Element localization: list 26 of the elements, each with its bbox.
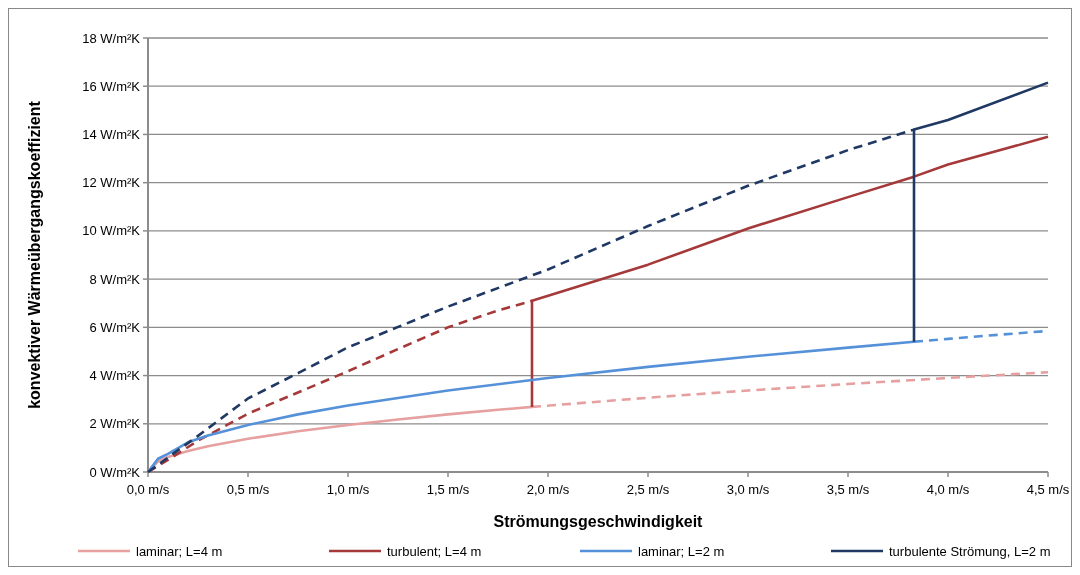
y-tick-label: 14 W/m²K — [82, 126, 141, 142]
x-tick-label: 4,0 m/s — [926, 482, 970, 497]
y-tick-label: 6 W/m²K — [89, 319, 141, 335]
y-axis-title: konvektiver Wärmeübergangskoeffizient — [26, 100, 43, 409]
x-tick-label: 2,0 m/s — [526, 482, 570, 497]
y-tick-label: 10 W/m²K — [82, 223, 141, 239]
x-tick-label: 1,0 m/s — [326, 482, 370, 497]
legend-label: laminar; L=2 m — [638, 543, 725, 559]
y-tick-label: 8 W/m²K — [89, 271, 141, 287]
x-tick-label: 4,5 m/s — [1026, 482, 1070, 497]
legend-label: turbulente Strömung, L=2 m — [889, 543, 1051, 559]
y-tick-label: 4 W/m²K — [89, 368, 141, 384]
x-tick-label: 2,5 m/s — [626, 482, 670, 497]
x-tick-label: 3,5 m/s — [826, 482, 870, 497]
y-tick-label: 16 W/m²K — [82, 78, 141, 94]
legend-label: turbulent; L=4 m — [387, 543, 482, 559]
x-tick-label: 0,0 m/s — [126, 482, 170, 497]
x-tick-label: 3,0 m/s — [726, 482, 770, 497]
y-tick-label: 0 W/m²K — [89, 464, 141, 480]
y-tick-label: 18 W/m²K — [82, 30, 141, 46]
x-axis-title: Strömungsgeschwindigkeit — [493, 513, 704, 530]
y-tick-label: 12 W/m²K — [82, 175, 141, 191]
x-tick-label: 0,5 m/s — [226, 482, 270, 497]
legend-label: laminar; L=4 m — [136, 543, 223, 559]
x-tick-label: 1,5 m/s — [426, 482, 470, 497]
y-tick-label: 2 W/m²K — [89, 416, 141, 432]
